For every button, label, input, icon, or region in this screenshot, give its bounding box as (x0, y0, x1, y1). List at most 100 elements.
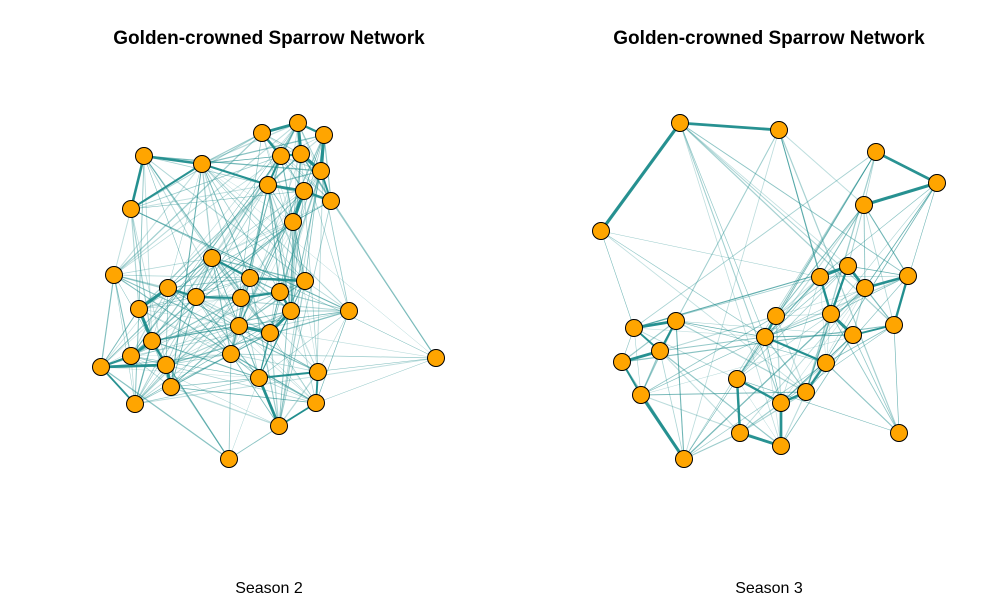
edge (600, 230, 821, 278)
bird-node (731, 424, 749, 442)
edge (100, 308, 140, 368)
bird-node (157, 356, 175, 374)
bird-node (728, 370, 746, 388)
edge (300, 153, 437, 359)
edge (278, 371, 319, 427)
edge (170, 332, 271, 388)
edge (100, 170, 322, 368)
bird-node (772, 437, 790, 455)
bird-node (261, 324, 279, 342)
edge (280, 155, 319, 373)
bird-node (187, 288, 205, 306)
edge (167, 287, 271, 334)
edge (130, 155, 282, 210)
bird-node (259, 176, 277, 194)
edge (195, 277, 251, 298)
edge (863, 204, 866, 289)
edge (269, 332, 317, 404)
edge (778, 129, 865, 206)
edge (130, 296, 197, 357)
edge (201, 163, 306, 282)
bird-node (296, 272, 314, 290)
bird-node (130, 300, 148, 318)
edge (675, 129, 780, 322)
edge (764, 275, 909, 338)
bird-node (122, 200, 140, 218)
strong-edge (679, 121, 780, 132)
edge (201, 163, 213, 259)
bird-node (427, 349, 445, 367)
edge (679, 122, 782, 404)
edge (167, 153, 302, 289)
edge (151, 287, 169, 342)
edge (195, 296, 271, 334)
bird-node (284, 213, 302, 231)
edge (317, 310, 350, 373)
edge (165, 287, 169, 366)
edge (165, 353, 232, 366)
edge (130, 353, 232, 357)
edge (230, 353, 319, 373)
edge (113, 257, 213, 276)
edge (134, 357, 437, 405)
edge (278, 153, 302, 427)
edge (170, 353, 232, 388)
edge (130, 208, 153, 342)
edge (201, 132, 263, 165)
bird-node (193, 155, 211, 173)
edge (852, 334, 900, 434)
edge (633, 327, 766, 338)
edge (775, 313, 832, 317)
edge (143, 155, 322, 172)
bird-node (856, 279, 874, 297)
edge (134, 353, 232, 405)
edge (683, 432, 741, 460)
edge (170, 325, 240, 388)
edge (195, 221, 294, 298)
strong-edge (863, 181, 938, 207)
edge (280, 155, 332, 202)
bird-node (928, 174, 946, 192)
bird-node (309, 363, 327, 381)
edge (238, 325, 260, 379)
bird-node (307, 394, 325, 412)
strong-edge (129, 155, 146, 210)
edge (640, 315, 777, 396)
edge (201, 122, 299, 165)
bird-node (241, 269, 259, 287)
edge (230, 132, 263, 355)
bird-node (312, 162, 330, 180)
bird-node (289, 114, 307, 132)
edge (863, 204, 895, 326)
edge (659, 350, 741, 434)
edge (201, 163, 242, 299)
edge (211, 257, 319, 373)
edge (659, 315, 777, 352)
edge (640, 336, 766, 396)
strong-edge (258, 370, 319, 380)
edge (775, 265, 849, 317)
edge (739, 391, 807, 434)
edge (230, 353, 280, 427)
edge (736, 204, 865, 380)
edge (130, 287, 169, 357)
edge (230, 353, 437, 359)
bird-node (232, 289, 250, 307)
strong-edge (599, 122, 682, 232)
edge (269, 170, 322, 334)
bird-node (162, 378, 180, 396)
edge (138, 155, 145, 310)
bird-node (899, 267, 917, 285)
right-panel-title: Golden-crowned Sparrow Network (613, 28, 925, 49)
edge (659, 350, 685, 460)
edge (138, 308, 437, 359)
bird-node (667, 312, 685, 330)
edge (825, 362, 900, 434)
edge (683, 129, 780, 460)
edge (764, 313, 832, 338)
edge (675, 320, 807, 393)
edge (736, 378, 900, 434)
bird-node (272, 147, 290, 165)
strong-edge (875, 150, 938, 185)
edge (201, 163, 350, 312)
